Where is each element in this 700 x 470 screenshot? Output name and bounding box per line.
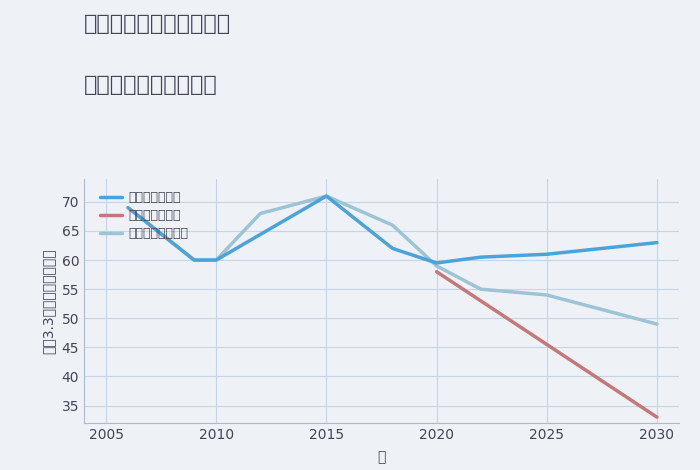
Line: バッドシナリオ: バッドシナリオ (437, 272, 657, 417)
グッドシナリオ (542, 251, 551, 257)
Legend: グッドシナリオ, バッドシナリオ, ノーマルシナリオ: グッドシナリオ, バッドシナリオ, ノーマルシナリオ (96, 187, 192, 244)
ノーマルシナリオ (542, 292, 551, 298)
ノーマルシナリオ (653, 321, 662, 327)
ノーマルシナリオ (433, 263, 441, 269)
ノーマルシナリオ (322, 193, 330, 199)
X-axis label: 年: 年 (377, 450, 386, 464)
ノーマルシナリオ (212, 257, 220, 263)
ノーマルシナリオ (190, 257, 198, 263)
グッドシナリオ (124, 205, 132, 211)
Line: グッドシナリオ: グッドシナリオ (128, 196, 657, 263)
Line: ノーマルシナリオ: ノーマルシナリオ (128, 196, 657, 324)
ノーマルシナリオ (389, 222, 397, 228)
Text: 中古戸建ての価格推移: 中古戸建ての価格推移 (84, 75, 218, 95)
グッドシナリオ (653, 240, 662, 245)
バッドシナリオ (653, 415, 662, 420)
グッドシナリオ (212, 257, 220, 263)
Text: 三重県鈴鹿市南若松町の: 三重県鈴鹿市南若松町の (84, 14, 231, 34)
グッドシナリオ (322, 193, 330, 199)
ノーマルシナリオ (477, 286, 485, 292)
ノーマルシナリオ (256, 211, 265, 216)
ノーマルシナリオ (124, 205, 132, 211)
グッドシナリオ (433, 260, 441, 266)
グッドシナリオ (389, 246, 397, 251)
バッドシナリオ (433, 269, 441, 274)
グッドシナリオ (190, 257, 198, 263)
Y-axis label: 坪（3.3㎡）単価（万円）: 坪（3.3㎡）単価（万円） (42, 248, 56, 353)
グッドシナリオ (477, 254, 485, 260)
